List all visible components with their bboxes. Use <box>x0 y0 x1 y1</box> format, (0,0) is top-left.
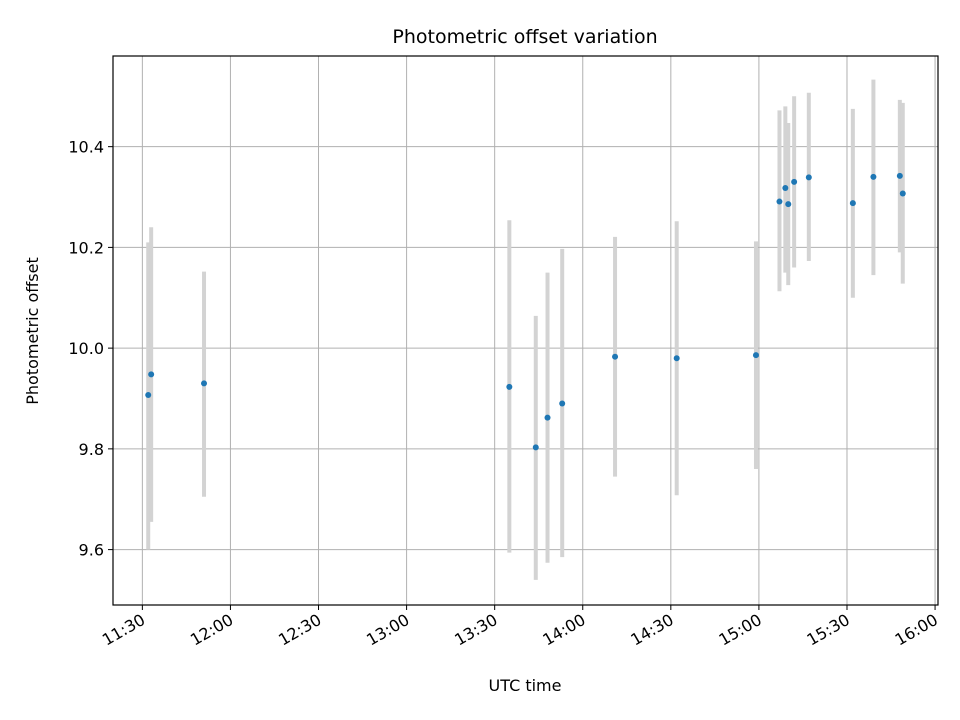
data-point <box>896 172 903 179</box>
grid-layer <box>113 56 938 605</box>
data-point <box>506 383 513 390</box>
data-point <box>532 444 539 451</box>
data-point <box>752 352 759 359</box>
data-point <box>148 371 155 378</box>
chart-title: Photometric offset variation <box>392 26 657 48</box>
y-axis: 9.6 9.8 10.0 10.2 10.4 <box>68 138 113 560</box>
data-point <box>776 198 783 205</box>
plot-frame <box>112 55 939 606</box>
y-tick-label: 9.8 <box>79 440 104 459</box>
y-tick-label: 10.2 <box>68 238 104 257</box>
data-point <box>849 200 856 207</box>
data-point <box>782 184 789 191</box>
y-tick-label: 9.6 <box>79 541 104 560</box>
data-point <box>785 201 792 208</box>
data-point <box>899 190 906 197</box>
point-layer <box>145 172 906 451</box>
y-tick-label: 10.0 <box>68 339 104 358</box>
data-point <box>805 174 812 181</box>
y-tick-label: 10.4 <box>68 138 104 157</box>
data-point <box>791 178 798 185</box>
x-axis-label: UTC time <box>489 676 562 695</box>
data-point <box>612 353 619 360</box>
data-point <box>544 414 551 421</box>
data-point <box>870 173 877 180</box>
data-point <box>145 391 152 398</box>
y-axis-label: Photometric offset <box>23 257 42 405</box>
data-point <box>673 355 680 362</box>
data-point <box>201 380 208 387</box>
data-point <box>559 400 566 407</box>
